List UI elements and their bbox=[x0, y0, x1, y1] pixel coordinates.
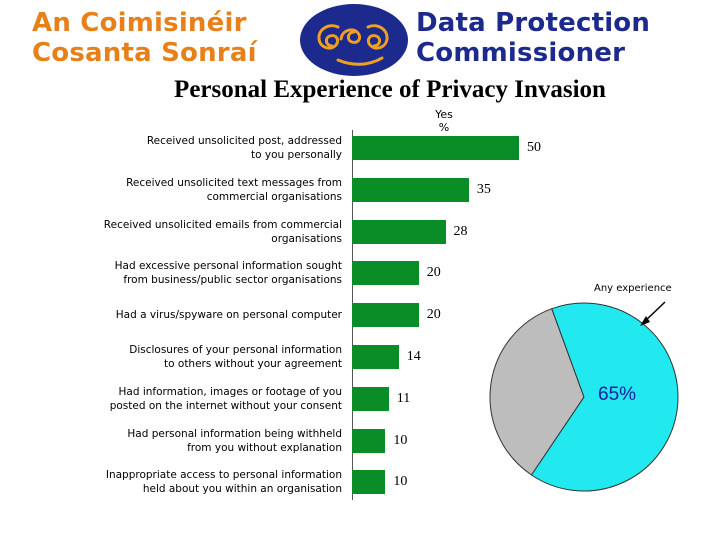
org-name-english-line2: Commissioner bbox=[416, 38, 626, 68]
category-label-line: Disclosures of your personal information bbox=[129, 344, 342, 356]
org-name-english-line1: Data Protection bbox=[416, 8, 651, 38]
bar-value-label: 50 bbox=[527, 140, 541, 155]
bar-value-label: 14 bbox=[406, 349, 421, 364]
chart-title: Personal Experience of Privacy Invasion bbox=[174, 76, 606, 103]
category-label-line: from you without explanation bbox=[187, 441, 342, 454]
category-label-line: held about you within an organisation bbox=[142, 483, 342, 496]
bar bbox=[352, 428, 386, 453]
org-name-irish: An Coimisinéir Cosanta Sonraí bbox=[32, 8, 294, 68]
bar bbox=[352, 219, 446, 244]
category-label-line: Had a virus/spyware on personal computer bbox=[115, 309, 342, 322]
org-name-irish-line2: Cosanta Sonraí bbox=[32, 38, 257, 68]
category-label-line: from business/public sector organisation… bbox=[123, 274, 342, 287]
category-label-line: commercial organisations bbox=[206, 190, 342, 203]
category-label-line: Had information, images or footage of yo… bbox=[118, 385, 342, 398]
bar-value-label: 11 bbox=[396, 390, 411, 406]
bar bbox=[352, 386, 389, 411]
bar-value-label: 35 bbox=[476, 181, 491, 197]
category-label: Received unsolicited text messages from c… bbox=[60, 176, 342, 204]
bar bbox=[352, 261, 419, 286]
bar-value-label: 20 bbox=[426, 265, 441, 281]
bar bbox=[352, 470, 386, 495]
column-header-percent: % bbox=[438, 121, 450, 134]
category-label-line: organisations bbox=[271, 232, 342, 245]
category-label: Received unsolicited post, addressed to y… bbox=[60, 134, 342, 162]
org-name-english: Data Protection Commissioner bbox=[416, 8, 706, 68]
category-label-line: Received unsolicited post, addressed bbox=[146, 135, 342, 147]
bar bbox=[352, 136, 519, 160]
org-name-irish-line1: An Coimisinéir bbox=[32, 8, 247, 38]
bar-value-label: 10 bbox=[393, 432, 408, 448]
category-label: Had excessive personal information sough… bbox=[60, 259, 342, 287]
category-label: Received unsolicited emails from commerc… bbox=[60, 218, 342, 246]
column-header: Yes % bbox=[424, 108, 464, 134]
spiral-logo-icon bbox=[300, 4, 408, 76]
category-label: Disclosures of your personal information… bbox=[60, 343, 342, 371]
category-label-line: Received unsolicited emails from commerc… bbox=[103, 218, 342, 231]
category-label-line: to others without your agreement bbox=[164, 358, 342, 370]
category-label-line: posted on the internet without your cons… bbox=[109, 399, 342, 412]
category-label-line: Received unsolicited text messages from bbox=[126, 176, 342, 189]
category-label-line: Had personal information being withheld bbox=[127, 427, 342, 440]
pie-pointer-arrow bbox=[642, 301, 666, 324]
bar-value-label: 10 bbox=[393, 474, 408, 490]
category-label-line: Had excessive personal information sough… bbox=[114, 260, 342, 273]
pie-slice-label: 65% bbox=[598, 384, 637, 405]
bar bbox=[352, 345, 399, 369]
category-label-line: to you personally bbox=[251, 149, 342, 161]
bar-value-label: 28 bbox=[453, 223, 468, 239]
pie-pointer-arrowhead bbox=[640, 316, 650, 326]
category-label: Had information, images or footage of yo… bbox=[60, 385, 342, 413]
category-label: Had personal information being withheld f… bbox=[60, 427, 342, 455]
pie-label: Any experience bbox=[594, 283, 672, 294]
category-label: Had a virus/spyware on personal computer bbox=[60, 308, 342, 322]
bar bbox=[352, 303, 419, 328]
bar-value-label: 20 bbox=[426, 307, 441, 323]
category-label: Inappropriate access to personal informa… bbox=[60, 468, 342, 496]
column-header-yes: Yes bbox=[435, 108, 453, 121]
pie-slice-remainder bbox=[489, 308, 585, 476]
category-label-line: Inappropriate access to personal informa… bbox=[105, 469, 342, 482]
bar bbox=[352, 177, 469, 202]
